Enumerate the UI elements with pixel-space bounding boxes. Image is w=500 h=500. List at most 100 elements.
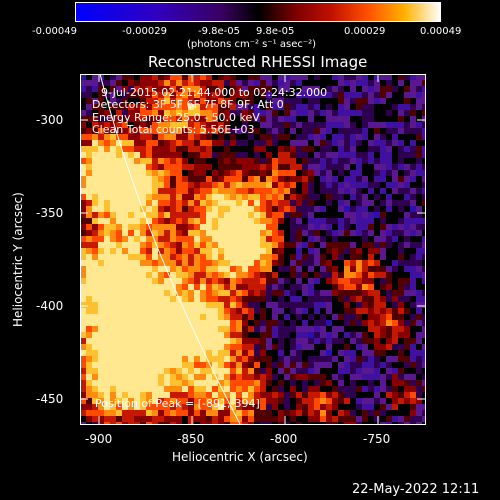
image-pixel (344, 302, 350, 308)
image-pixel (344, 266, 350, 272)
image-pixel (152, 170, 158, 176)
image-pixel (230, 134, 236, 140)
image-pixel (236, 392, 242, 398)
image-pixel (134, 98, 140, 104)
image-pixel (422, 104, 425, 110)
image-pixel (182, 116, 188, 122)
image-pixel (206, 110, 212, 116)
image-pixel (176, 230, 182, 236)
image-pixel (320, 260, 326, 266)
image-pixel (380, 344, 386, 350)
image-pixel (386, 368, 392, 374)
image-pixel (422, 266, 425, 272)
image-pixel (266, 212, 272, 218)
image-pixel (296, 404, 302, 410)
image-pixel (302, 122, 308, 128)
image-pixel (92, 416, 98, 422)
image-pixel (260, 326, 266, 332)
image-pixel (128, 104, 134, 110)
image-pixel (230, 176, 236, 182)
image-pixel (182, 80, 188, 86)
image-pixel (356, 116, 362, 122)
image-pixel (110, 206, 116, 212)
image-pixel (206, 116, 212, 122)
image-pixel (104, 380, 110, 386)
image-pixel (146, 254, 152, 260)
image-pixel (308, 116, 314, 122)
image-pixel (266, 254, 272, 260)
image-pixel (416, 320, 422, 326)
image-pixel (122, 362, 128, 368)
image-pixel (398, 182, 404, 188)
image-pixel (182, 236, 188, 242)
image-pixel (224, 194, 230, 200)
image-pixel (302, 128, 308, 134)
image-pixel (260, 122, 266, 128)
image-pixel (326, 158, 332, 164)
image-pixel (308, 110, 314, 116)
image-pixel (380, 248, 386, 254)
image-pixel (338, 200, 344, 206)
image-pixel (404, 80, 410, 86)
image-pixel (356, 146, 362, 152)
image-pixel (158, 80, 164, 86)
image-pixel (176, 80, 182, 86)
image-pixel (284, 116, 290, 122)
image-pixel (308, 248, 314, 254)
image-pixel (218, 410, 224, 416)
image-pixel (122, 338, 128, 344)
image-pixel (116, 338, 122, 344)
image-pixel (116, 164, 122, 170)
image-pixel (410, 86, 416, 92)
image-pixel (410, 368, 416, 374)
image-pixel (272, 80, 278, 86)
image-pixel (296, 416, 302, 422)
image-pixel (200, 296, 206, 302)
image-pixel (320, 416, 326, 422)
image-pixel (182, 218, 188, 224)
image-pixel (170, 122, 176, 128)
image-pixel (158, 272, 164, 278)
image-pixel (326, 356, 332, 362)
image-pixel (392, 260, 398, 266)
image-pixel (194, 380, 200, 386)
image-pixel (92, 410, 98, 416)
image-pixel (362, 314, 368, 320)
image-pixel (188, 86, 194, 92)
image-pixel (248, 170, 254, 176)
image-pixel (266, 188, 272, 194)
image-pixel (284, 350, 290, 356)
image-pixel (182, 350, 188, 356)
image-pixel (296, 218, 302, 224)
image-pixel (380, 272, 386, 278)
image-pixel (254, 86, 260, 92)
image-pixel (404, 356, 410, 362)
image-pixel (146, 356, 152, 362)
image-pixel (128, 170, 134, 176)
image-pixel (272, 128, 278, 134)
image-pixel (176, 188, 182, 194)
image-pixel (272, 278, 278, 284)
image-pixel (92, 296, 98, 302)
image-pixel (176, 182, 182, 188)
image-pixel (404, 284, 410, 290)
image-pixel (320, 176, 326, 182)
image-pixel (188, 386, 194, 392)
image-pixel (224, 392, 230, 398)
image-pixel (194, 80, 200, 86)
image-pixel (170, 254, 176, 260)
image-pixel (296, 152, 302, 158)
image-pixel (188, 80, 194, 86)
image-pixel (296, 344, 302, 350)
image-pixel (284, 236, 290, 242)
image-pixel (230, 182, 236, 188)
image-pixel (218, 212, 224, 218)
image-pixel (272, 200, 278, 206)
image-pixel (98, 128, 104, 134)
image-pixel (200, 116, 206, 122)
image-pixel (116, 98, 122, 104)
image-pixel (398, 170, 404, 176)
image-pixel (128, 128, 134, 134)
image-pixel (134, 188, 140, 194)
image-pixel (422, 272, 425, 278)
